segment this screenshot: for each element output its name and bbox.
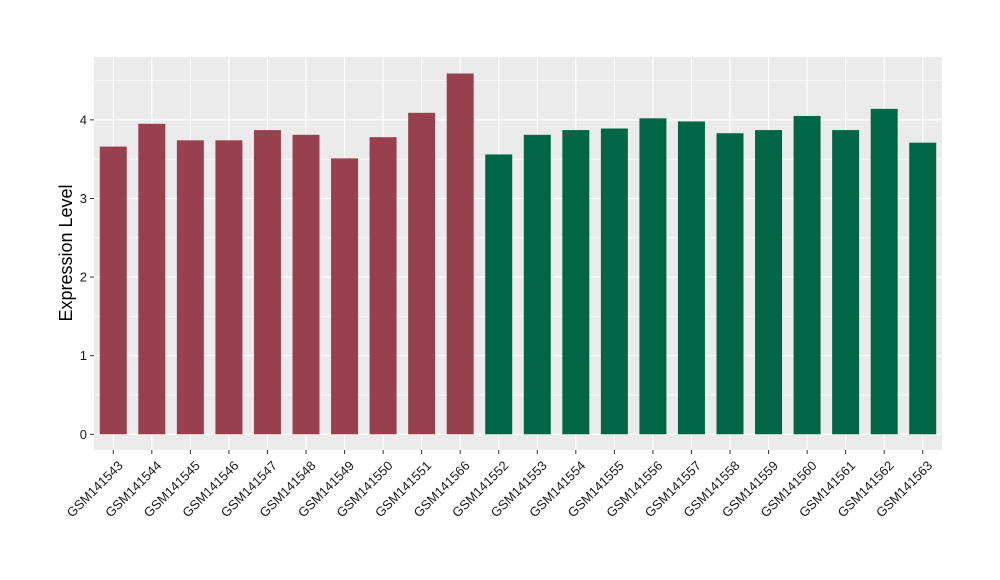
bar	[215, 140, 243, 435]
bar	[677, 121, 705, 435]
y-tick-label: 4	[80, 112, 87, 127]
bar	[832, 130, 860, 435]
bar	[600, 128, 628, 435]
bar	[639, 118, 667, 435]
bar	[870, 108, 898, 435]
bar	[755, 130, 783, 435]
bars	[99, 73, 937, 435]
y-axis: 0 1 2 3 4	[80, 112, 94, 442]
y-tick-label: 1	[80, 348, 87, 363]
y-tick-label: 2	[80, 270, 87, 285]
bar	[99, 146, 127, 435]
bar	[446, 73, 474, 435]
y-tick-label: 0	[80, 427, 87, 442]
bar	[716, 133, 744, 435]
bar	[176, 140, 204, 435]
y-axis-title: Expression Level	[56, 184, 76, 321]
x-axis: GSM141543GSM141544GSM141545GSM141546GSM1…	[64, 450, 935, 520]
bar	[138, 123, 166, 435]
bar	[369, 137, 397, 435]
y-tick-label: 3	[80, 191, 87, 206]
bar	[331, 158, 359, 435]
bar	[909, 142, 937, 435]
bar	[292, 134, 320, 435]
bar	[485, 154, 513, 435]
bar	[408, 112, 436, 435]
bar	[523, 134, 551, 435]
bar	[253, 130, 281, 435]
bar	[562, 130, 590, 435]
bar	[793, 115, 821, 435]
